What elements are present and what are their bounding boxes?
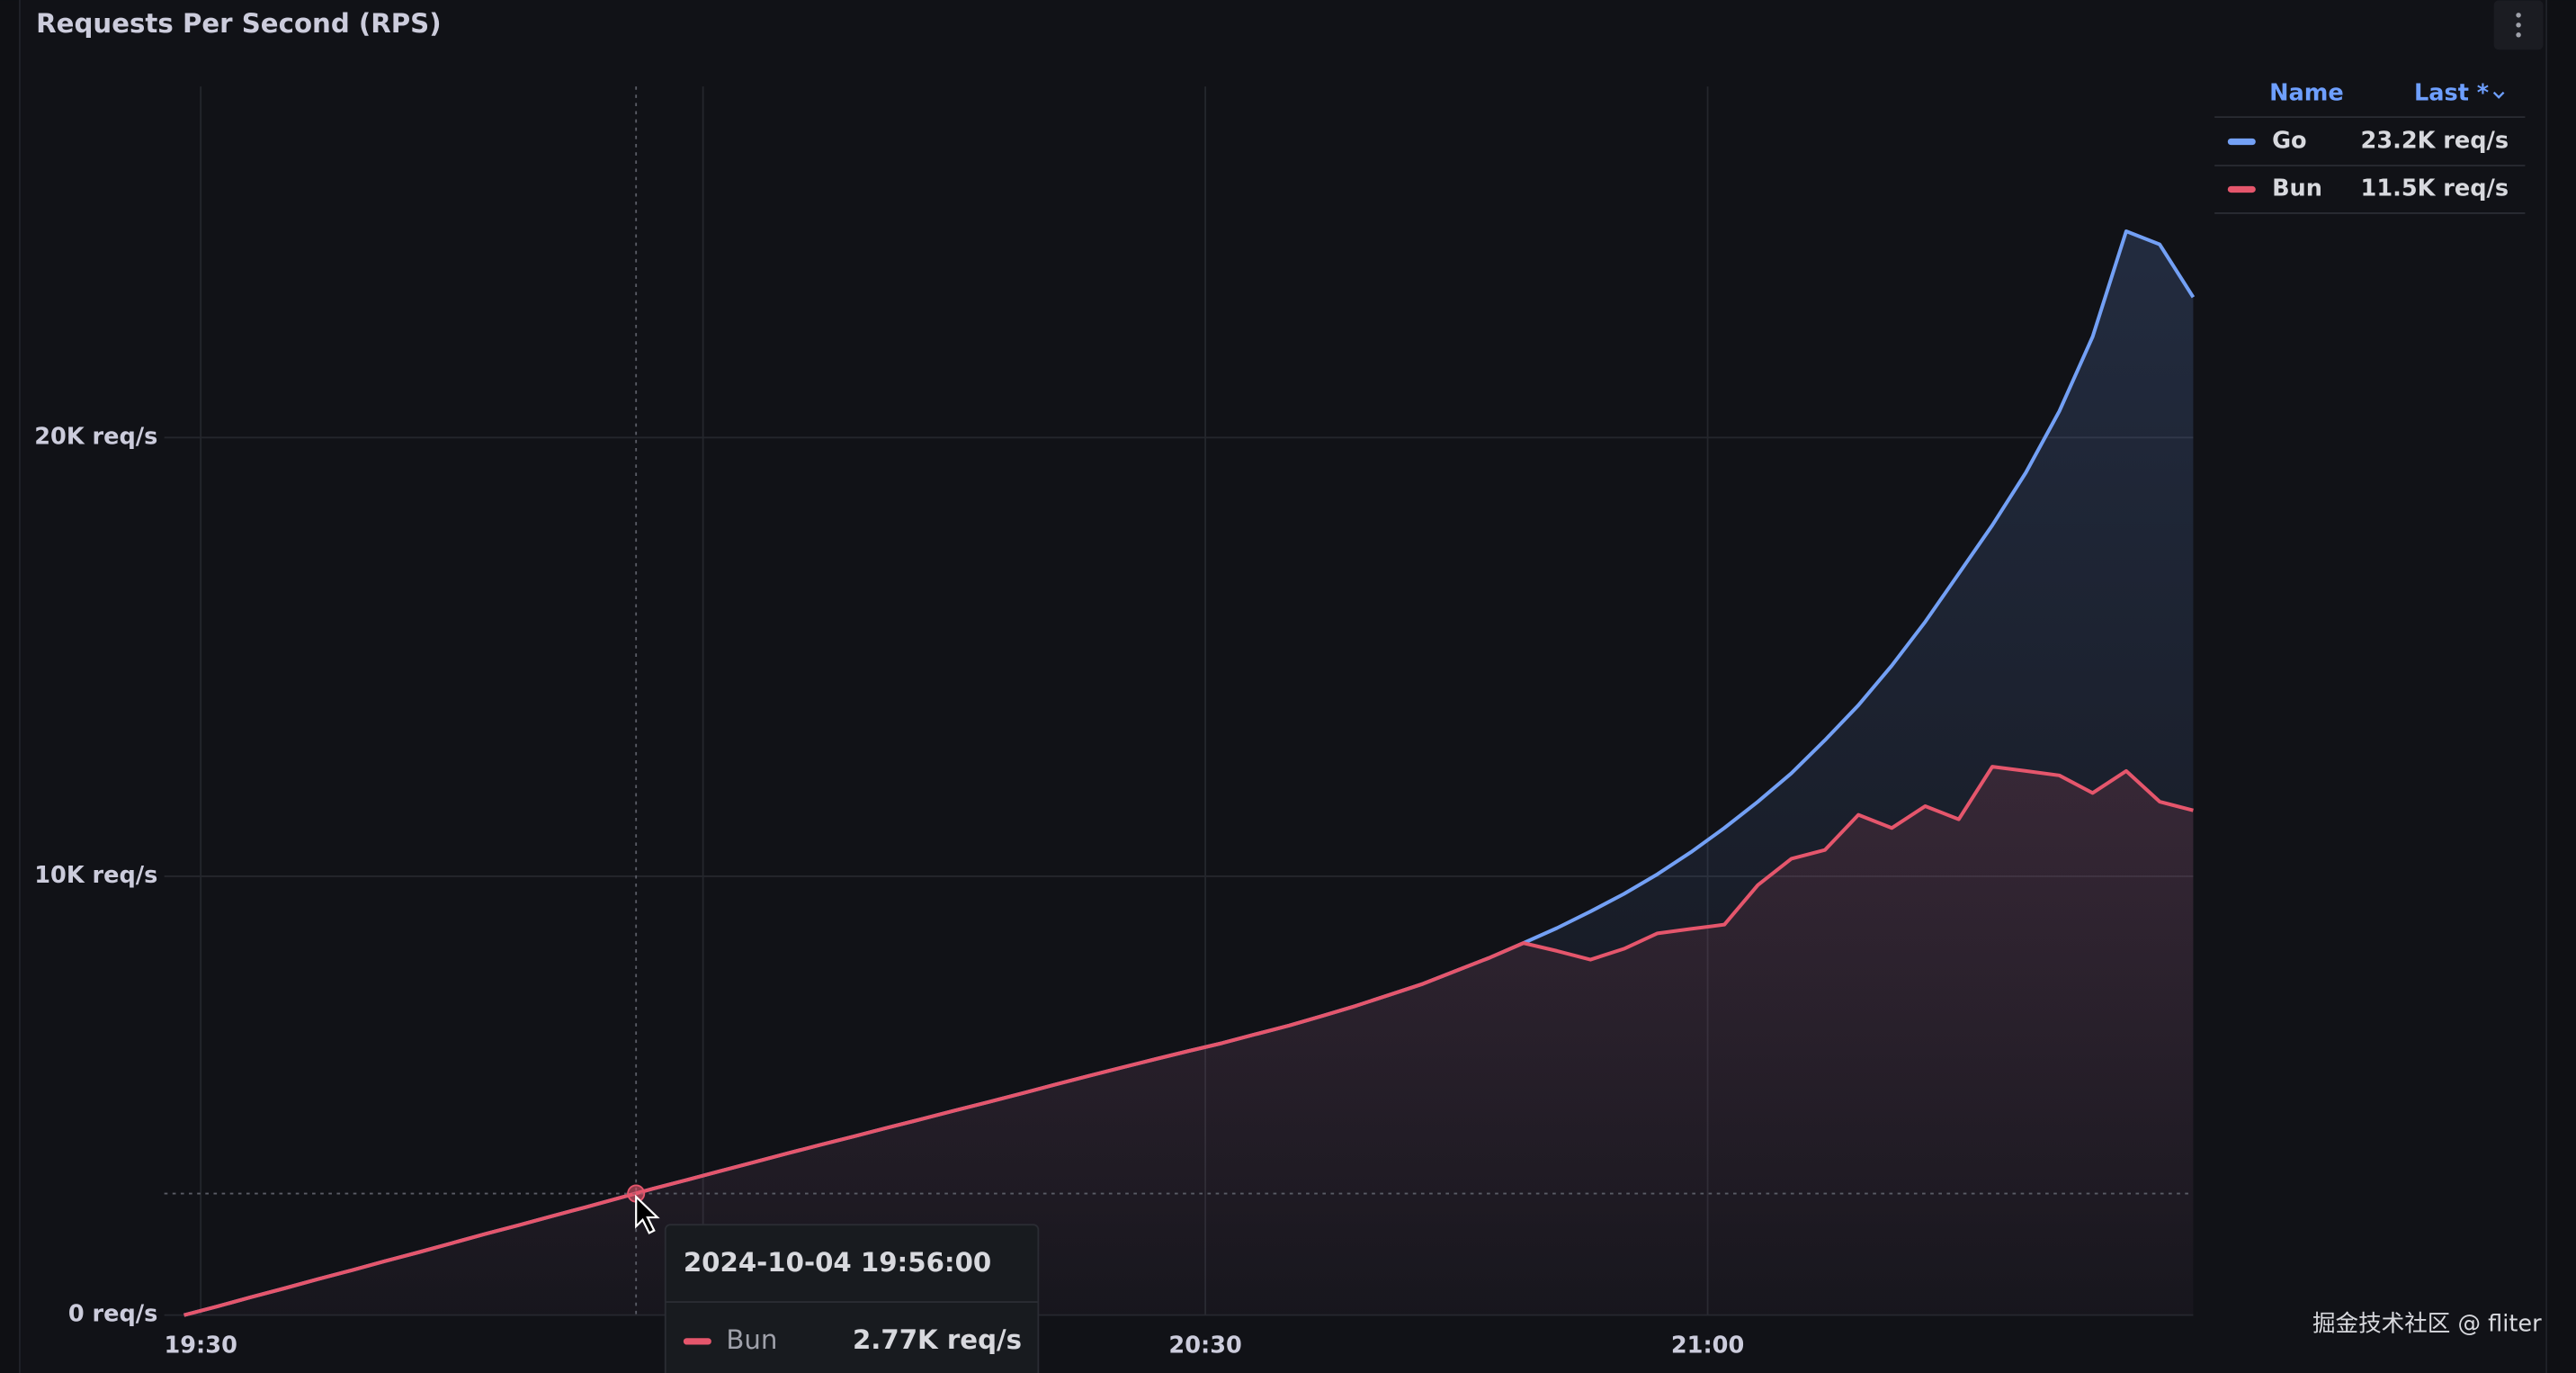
legend-swatch [2227, 185, 2256, 193]
tooltip-series: Bun [726, 1324, 777, 1355]
legend-value: 23.2K req/s [2361, 128, 2509, 155]
legend-swatch [2227, 138, 2256, 146]
x-tick-label: 21:00 [1671, 1332, 1744, 1359]
tooltip-box [664, 1224, 1040, 1373]
legend-header[interactable]: Name [2269, 80, 2344, 107]
tooltip: 2024-10-04 19:56:00 Bun 2.77K req/s [664, 1224, 1040, 1373]
sort-icon [2492, 91, 2505, 99]
legend-label[interactable]: Bun [2272, 175, 2322, 202]
tooltip-swatch [683, 1338, 711, 1345]
tooltip-value: 2.77K req/s [853, 1324, 1022, 1355]
y-tick-label: 10K req/s [34, 862, 157, 889]
y-tick-label: 20K req/s [34, 423, 157, 450]
cursor [635, 1194, 660, 1234]
tooltip-time: 2024-10-04 19:56:00 [684, 1247, 991, 1278]
chart-title: Requests Per Second (RPS) [36, 8, 441, 39]
legend-label[interactable]: Go [2272, 128, 2307, 155]
x-tick-label: 19:30 [164, 1332, 237, 1359]
series-line [183, 765, 2194, 1317]
menu-icon [2516, 13, 2521, 38]
legend-header[interactable]: Last * [2414, 80, 2489, 107]
area-fill [183, 767, 2194, 1315]
legend-value: 11.5K req/s [2361, 175, 2509, 202]
y-tick-label: 0 req/s [68, 1301, 157, 1328]
x-tick-label: 20:30 [1168, 1332, 1241, 1359]
watermark: 掘金技术社区 @ fliter [2312, 1311, 2542, 1338]
legend: Name Last * Go 23.2K req/s Bun 11.5K req/s [2214, 80, 2526, 214]
